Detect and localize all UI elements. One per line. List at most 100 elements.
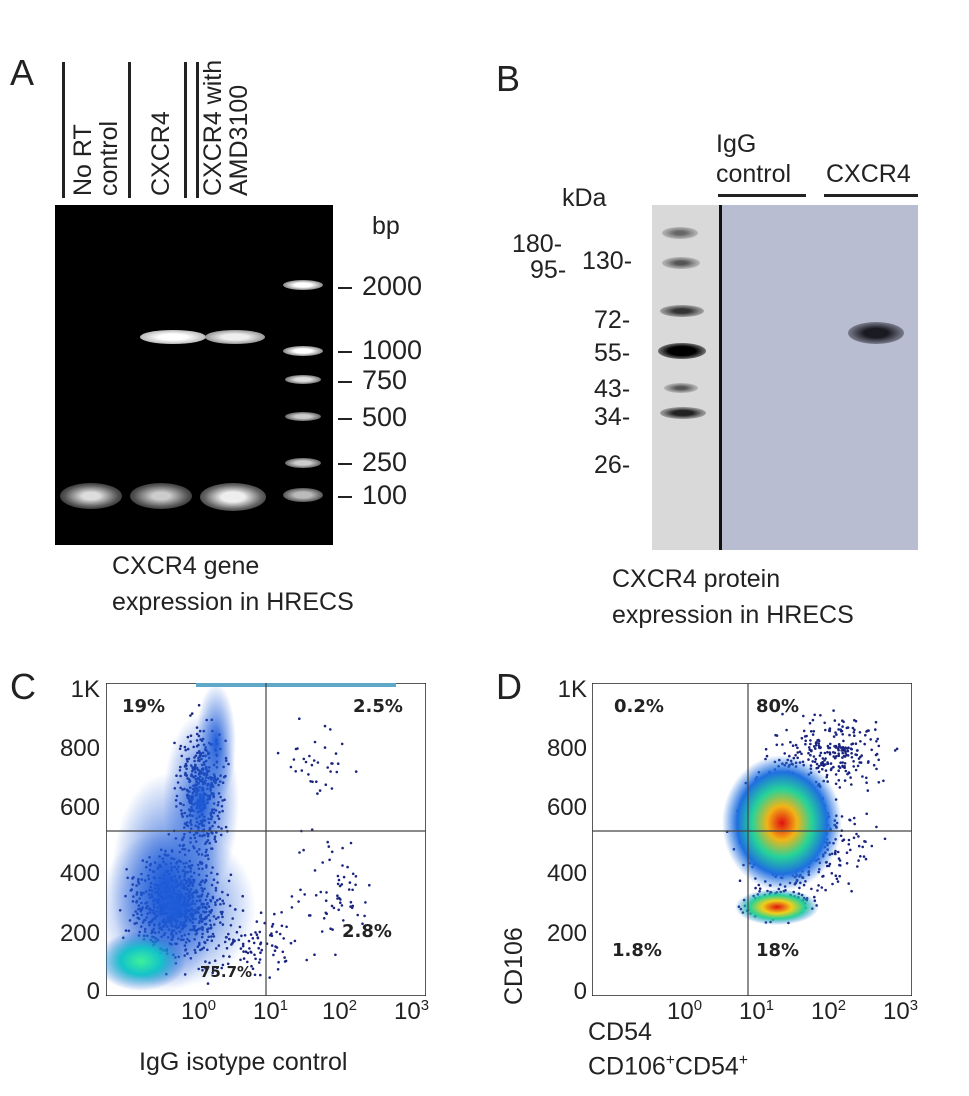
scatter-dot <box>258 958 262 961</box>
scatter-dot <box>309 780 312 783</box>
y-tick: 200 <box>546 920 587 947</box>
scatter-dot <box>833 756 837 760</box>
scatter-dot <box>813 713 816 717</box>
quadrant-ul-percent: 19% <box>122 696 166 717</box>
scatter-dot <box>322 917 326 920</box>
scatter-dot <box>339 901 342 904</box>
scatter-dot <box>796 746 799 750</box>
lane-label-line: AMD3100 <box>225 84 253 196</box>
scatter-dot <box>810 887 813 891</box>
blot-divider <box>719 205 722 550</box>
lane-label-line: CXCR4 <box>147 111 175 196</box>
scatter-dot <box>242 957 246 960</box>
scatter-dot <box>842 739 845 743</box>
scatter-dot <box>270 925 274 928</box>
scatter-dot <box>883 837 887 841</box>
scatter-dot <box>840 730 843 733</box>
scatter-dot <box>320 930 324 933</box>
x-tick-exp: 3 <box>420 998 429 1014</box>
scatter-dot <box>821 762 825 766</box>
scatter-dot <box>293 939 297 943</box>
scatter-dot <box>307 914 311 917</box>
lane-label-line: No RT <box>69 124 97 196</box>
x-tick: 102 <box>322 998 357 1026</box>
scatter-dot <box>363 914 366 918</box>
scatter-dot <box>341 864 344 867</box>
scatter-dot <box>346 865 349 869</box>
scatter-dot <box>852 765 855 768</box>
lane-divider <box>128 62 131 198</box>
scatter-dot <box>813 760 817 764</box>
ladder-band <box>285 412 321 421</box>
marker-tick <box>338 463 352 465</box>
lane-label-line: control <box>95 120 123 196</box>
scatter-dot <box>298 717 301 720</box>
lane-label-cxcr4-amd: CXCR4 with AMD3100 <box>199 60 253 196</box>
lane-label-control: control <box>716 160 792 188</box>
scatter-dot <box>328 858 331 862</box>
panel-d-letter: D <box>496 666 522 707</box>
scatter-dot <box>817 744 821 748</box>
scatter-dot <box>781 743 784 746</box>
scatter-dot <box>838 859 842 862</box>
panel-a-caption-line2: expression in HRECS <box>112 588 354 616</box>
x-tick: 101 <box>739 998 774 1026</box>
quadrant-ur-percent: 2.5% <box>353 696 403 717</box>
scatter-dot <box>284 959 288 963</box>
x-tick: 101 <box>253 998 288 1026</box>
scatter-dot <box>844 746 847 749</box>
scatter-dot <box>850 747 853 751</box>
scatter-dot <box>834 744 838 748</box>
scatter-dot <box>289 941 293 945</box>
scatter-dot <box>858 731 862 734</box>
scatter-dot <box>339 898 342 901</box>
scatter-dot <box>781 712 784 716</box>
scatter-dot <box>316 761 320 764</box>
scatter-dot <box>812 745 816 748</box>
scatter-dot <box>829 768 833 772</box>
y-tick: 800 <box>546 735 587 762</box>
x-tick-base: 10 <box>181 998 208 1025</box>
scatter-dot <box>875 752 879 756</box>
scatter-dot <box>254 957 257 961</box>
scatter-dot <box>823 759 826 762</box>
scatter-dot <box>837 857 841 860</box>
scatter-dot <box>829 742 832 746</box>
scatter-dot <box>852 760 855 763</box>
scatter-dot <box>305 958 308 962</box>
kda-marker-72: 72- <box>594 306 631 334</box>
y-tick: 600 <box>59 794 100 821</box>
scatter-dot <box>354 875 358 878</box>
scatter-dot <box>847 838 851 842</box>
scatter-dot <box>853 718 856 722</box>
scatter-dot <box>319 890 323 894</box>
kda-value: 72 <box>594 306 622 334</box>
scatter-dot <box>807 746 811 749</box>
x-tick-exp: 2 <box>348 998 357 1014</box>
scatter-dot <box>893 749 897 752</box>
bp-marker-500: 500 <box>362 402 408 432</box>
scatter-dot <box>783 752 786 755</box>
scatter-dot <box>332 906 336 910</box>
ladder-band <box>664 383 698 393</box>
scatter-dot <box>818 754 822 757</box>
scatter-dot <box>324 899 328 902</box>
scatter-dot <box>837 743 841 746</box>
scatter-dot <box>259 911 263 914</box>
scatter-dot <box>857 835 860 838</box>
lane-divider <box>196 62 199 198</box>
scatter-dot <box>811 733 815 736</box>
scatter-dot <box>330 904 334 908</box>
scatter-dot <box>833 751 837 755</box>
scatter-dot <box>815 741 818 744</box>
scatter-dot <box>817 742 820 745</box>
scatter-dot <box>843 762 847 765</box>
scatter-dot <box>349 841 353 845</box>
lane-label-cxcr4-b: CXCR4 <box>826 160 911 188</box>
ladder-band <box>658 343 706 359</box>
scatter-dot <box>832 735 836 738</box>
scatter-dot <box>252 941 256 945</box>
scatter-dot <box>802 714 805 718</box>
scatter-dot <box>277 960 280 964</box>
scatter-dot <box>864 840 867 843</box>
